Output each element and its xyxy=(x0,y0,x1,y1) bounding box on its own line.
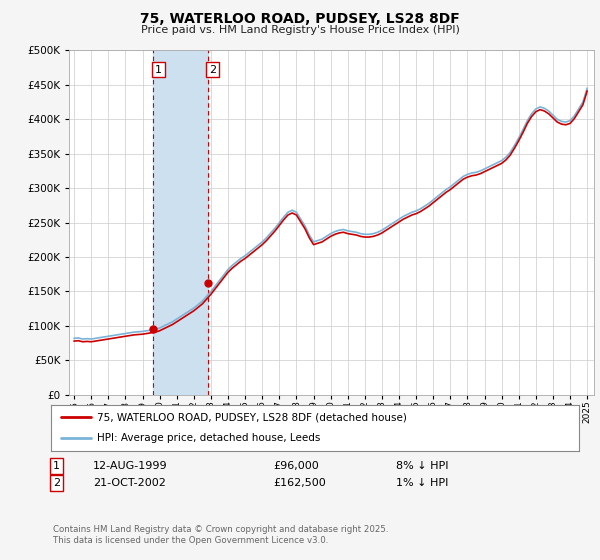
Text: 75, WATERLOO ROAD, PUDSEY, LS28 8DF: 75, WATERLOO ROAD, PUDSEY, LS28 8DF xyxy=(140,12,460,26)
Text: 1: 1 xyxy=(155,65,162,74)
Text: 2: 2 xyxy=(53,478,60,488)
Text: Contains HM Land Registry data © Crown copyright and database right 2025.
This d: Contains HM Land Registry data © Crown c… xyxy=(53,525,388,545)
Text: 75, WATERLOO ROAD, PUDSEY, LS28 8DF (detached house): 75, WATERLOO ROAD, PUDSEY, LS28 8DF (det… xyxy=(97,412,407,422)
Text: 1: 1 xyxy=(53,461,60,471)
Text: £96,000: £96,000 xyxy=(273,461,319,471)
Text: 12-AUG-1999: 12-AUG-1999 xyxy=(93,461,167,471)
Text: 2: 2 xyxy=(209,65,217,74)
Text: 1% ↓ HPI: 1% ↓ HPI xyxy=(396,478,448,488)
Text: HPI: Average price, detached house, Leeds: HPI: Average price, detached house, Leed… xyxy=(97,433,321,444)
Text: 21-OCT-2002: 21-OCT-2002 xyxy=(93,478,166,488)
Text: 8% ↓ HPI: 8% ↓ HPI xyxy=(396,461,449,471)
Bar xyxy=(153,50,208,395)
Text: Price paid vs. HM Land Registry's House Price Index (HPI): Price paid vs. HM Land Registry's House … xyxy=(140,25,460,35)
Text: £162,500: £162,500 xyxy=(273,478,326,488)
